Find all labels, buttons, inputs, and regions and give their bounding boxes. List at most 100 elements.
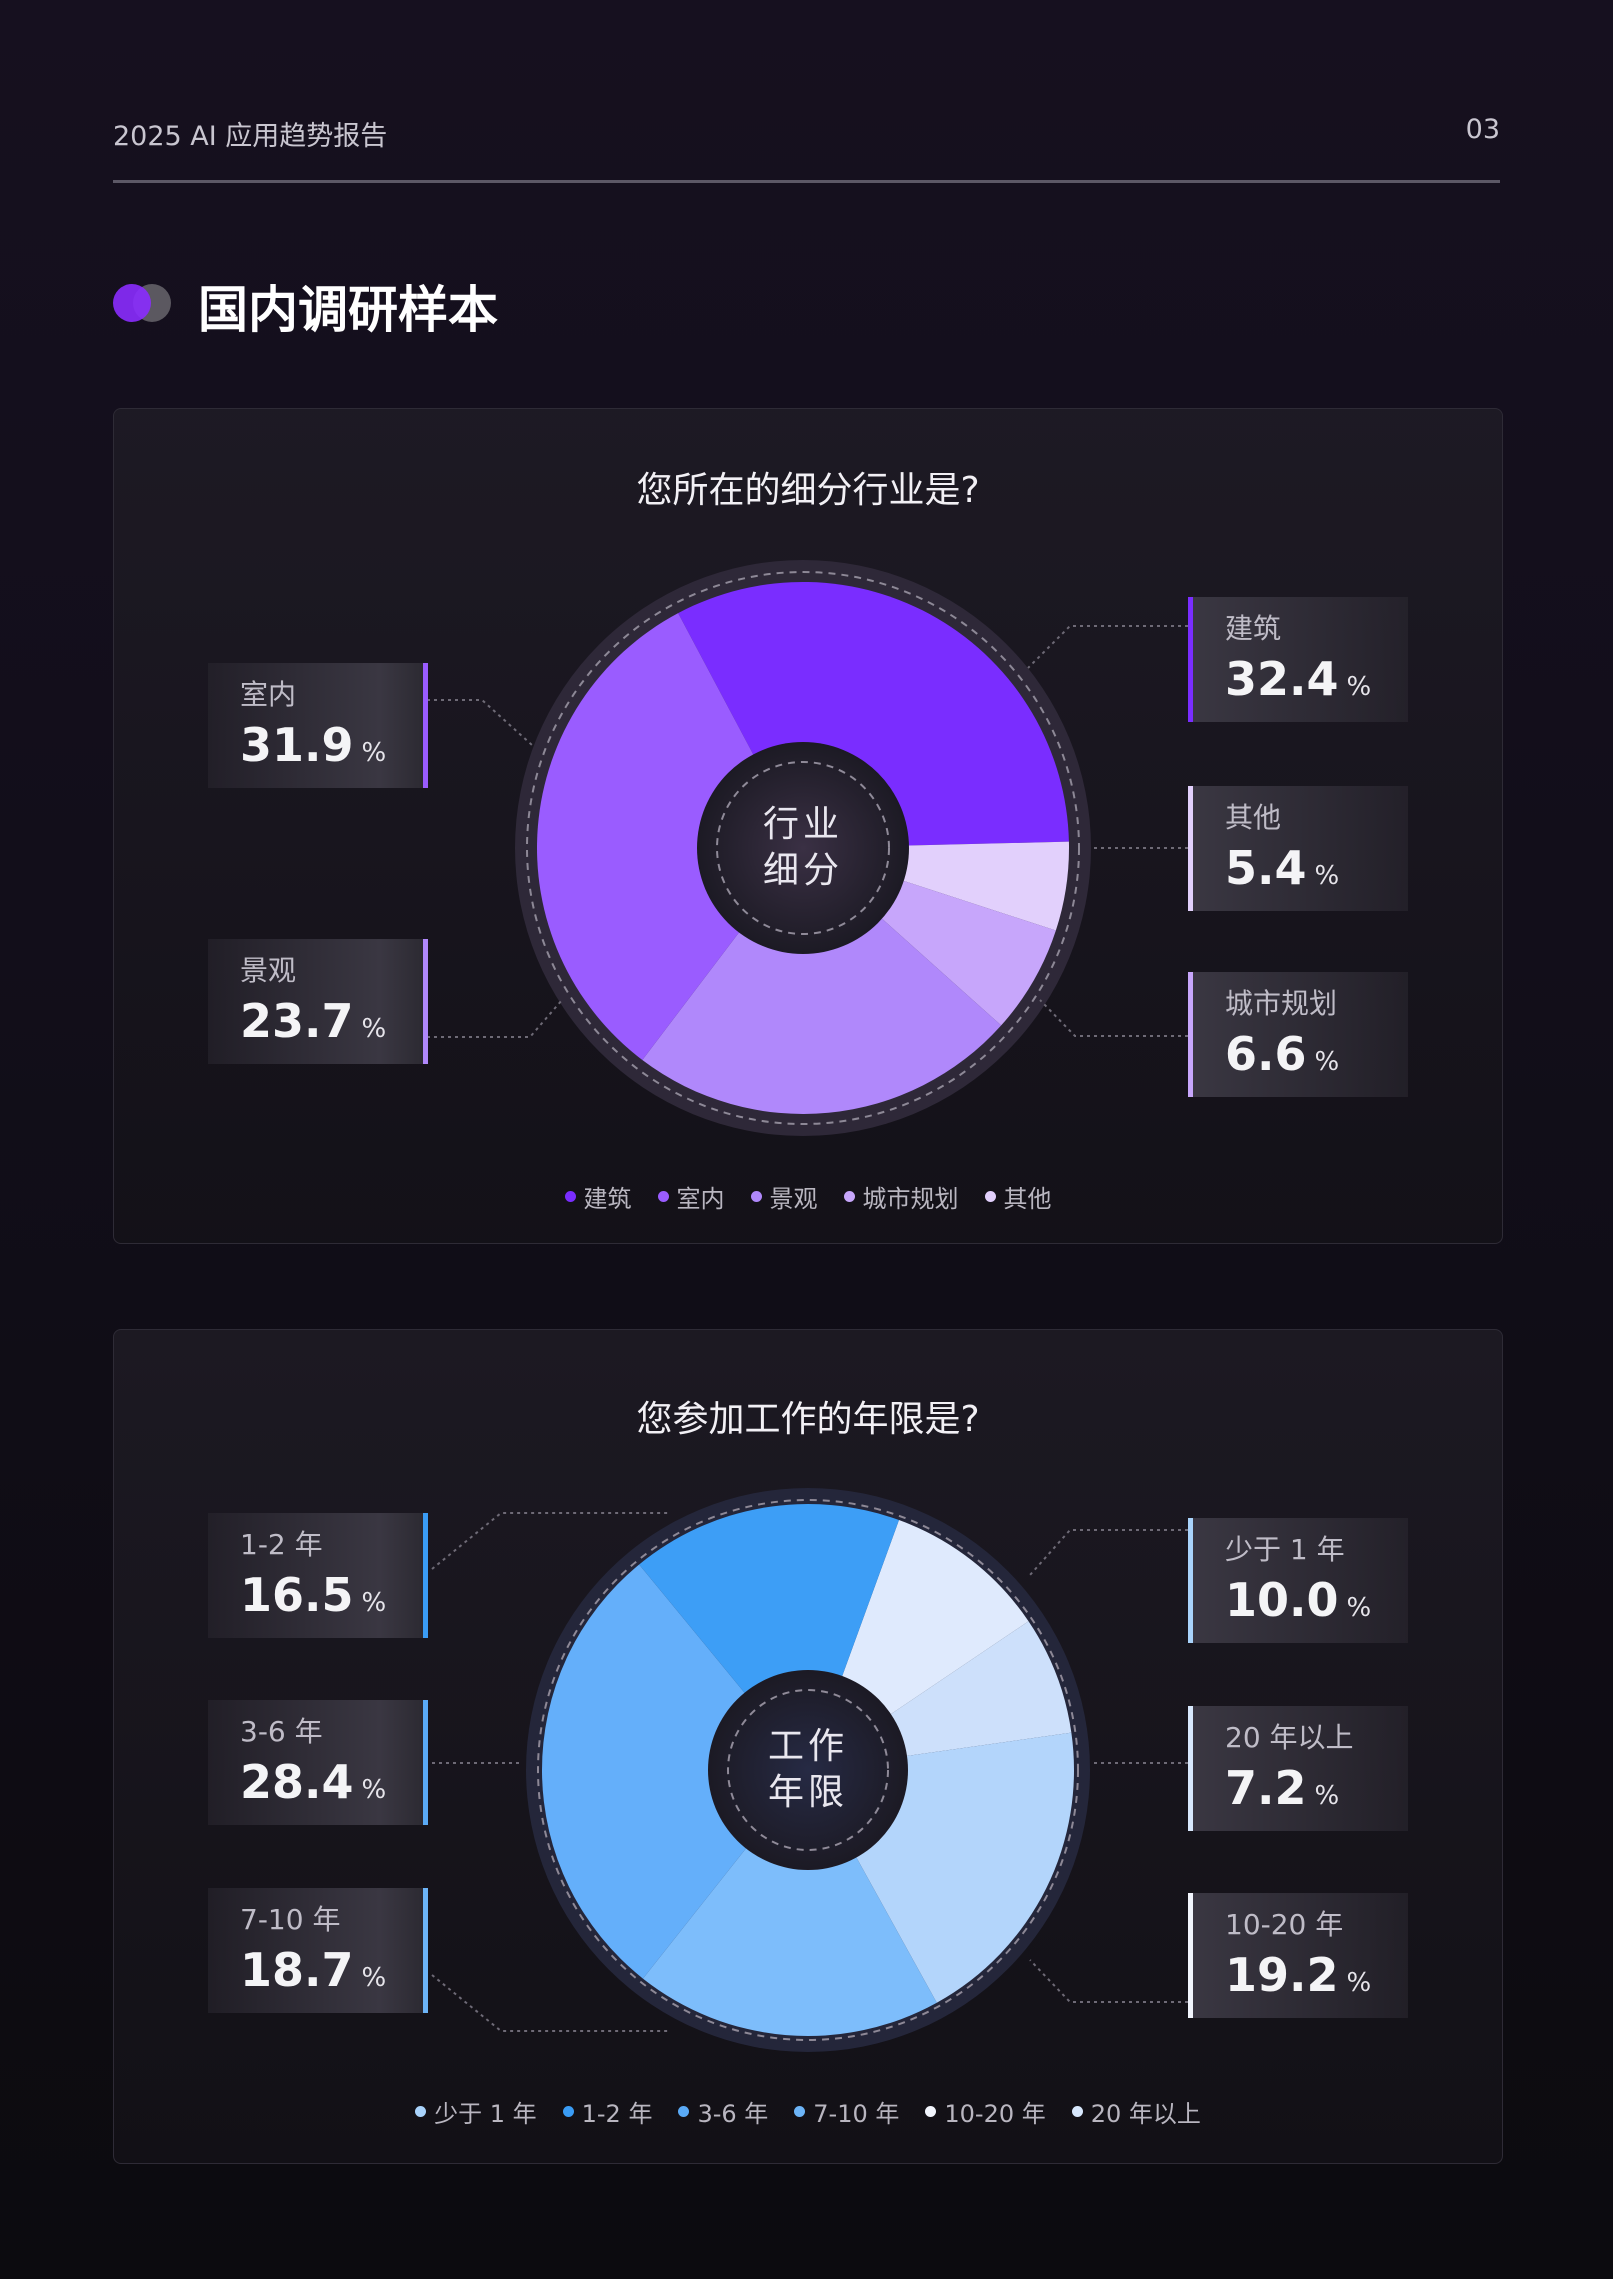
legend-label: 3-6 年 [697,2100,769,2128]
legend-item[interactable]: 其他 [984,1179,1052,1214]
legend-label: 7-10 年 [813,2100,900,2128]
legend-label: 其他 [1003,1185,1052,1213]
data-label-box: 1-2 年 16.5% [208,1513,428,1638]
data-label-unit: % [361,1963,387,1993]
page-number: 03 [1465,114,1500,145]
data-label-box: 其他 5.4% [1188,786,1408,911]
data-label-category: 10-20 年 [1225,1908,1344,1941]
legend-item[interactable]: 建筑 [564,1179,632,1214]
center-label-line: 年限 [767,1772,848,1813]
legend-item[interactable]: 7-10 年 [794,2094,899,2129]
center-dashes [727,1689,889,1851]
pie-slice-1[interactable] [537,613,803,1060]
center-label-line: 行业 [762,804,843,845]
pie-slice-3[interactable] [642,1770,937,2037]
connector-line [1039,999,1188,1037]
data-label-unit: % [1346,672,1372,702]
data-label-unit: % [1346,1968,1372,1998]
data-label-value: 7.2 [1225,1761,1307,1815]
connector-line [431,1512,668,1570]
center-label-line: 细分 [762,850,843,891]
pie-slice-1[interactable] [639,1504,899,1770]
legend-item[interactable]: 1-2 年 [562,2094,653,2129]
pie-center-label: 工作 年限 [708,1724,908,1816]
data-label-value: 23.7 [240,994,354,1048]
data-label-box: 城市规划 6.6% [1188,972,1408,1097]
connector-line [427,699,533,746]
pie-slice-2[interactable] [542,1564,808,1979]
pie-ring-dashes [537,1499,1079,2041]
data-label-unit: % [361,1588,387,1618]
center-dashes [716,761,890,935]
data-label-value: 28.4 [240,1755,354,1809]
data-label-box: 20 年以上 7.2% [1188,1706,1408,1831]
data-label-category: 建筑 [1225,612,1282,645]
legend-dot-icon [562,2106,574,2117]
legend-dot-icon [750,1191,762,1202]
pie-center-label: 行业 细分 [703,802,903,894]
pie-ring-dashes [526,571,1080,1125]
data-label-value: 5.4 [1225,841,1307,895]
legend-dot-icon [415,2106,427,2117]
pie-slice-2[interactable] [642,848,1002,1114]
data-label-box: 少于 1 年 10.0% [1188,1518,1408,1643]
data-label-category: 20 年以上 [1225,1721,1354,1754]
chart-legend: 少于 1 年 1-2 年 3-6 年 7-10 年 10-20 年 20 年以上 [114,2094,1502,2129]
legend-item[interactable]: 3-6 年 [678,2094,768,2129]
chart-title: 您参加工作的年限是? [636,1399,980,1440]
connector-line [1029,1959,1188,2003]
legend-label: 景观 [769,1185,818,1213]
center-label-line: 工作 [767,1726,848,1767]
data-label-value: 10.0 [1225,1573,1339,1627]
legend-dot-icon [843,1191,855,1202]
pie-center-hole [708,1670,908,1870]
report-title: 2025 AI 应用趋势报告 [113,121,388,152]
legend-item[interactable]: 室内 [657,1179,725,1214]
legend-dot-icon [925,2106,937,2117]
chart-title: 您所在的细分行业是? [636,470,980,511]
data-label-unit: % [361,1014,387,1044]
legend-item[interactable]: 城市规划 [843,1179,959,1214]
data-label-category: 城市规划 [1225,987,1338,1020]
data-label-value: 6.6 [1225,1027,1307,1081]
legend-dot-icon [564,1191,576,1202]
data-label-unit: % [1314,1047,1340,1077]
connector-line [1029,1529,1188,1576]
legend-dot-icon [794,2106,806,2117]
chart-legend: 建筑 室内 景观 城市规划 其他 [114,1179,1502,1214]
data-label-unit: % [1346,1593,1372,1623]
data-label-box: 建筑 32.4% [1188,597,1408,722]
connector-line [427,999,563,1038]
pie-center-hole [697,742,909,954]
data-label-value: 19.2 [1225,1948,1339,2002]
legend-label: 建筑 [583,1185,632,1213]
legend-label: 10-20 年 [944,2100,1046,2128]
data-label-unit: % [1314,1781,1340,1811]
data-label-category: 景观 [240,954,297,987]
legend-item[interactable]: 景观 [750,1179,818,1214]
data-label-category: 1-2 年 [240,1528,323,1561]
data-label-box: 10-20 年 19.2% [1188,1893,1408,2018]
data-label-box: 3-6 年 28.4% [208,1700,428,1825]
legend-label: 少于 1 年 [434,2100,537,2128]
data-label-value: 32.4 [1225,652,1339,706]
legend-item[interactable]: 20 年以上 [1071,2094,1201,2129]
data-label-box: 室内 31.9% [208,663,428,788]
data-label-unit: % [361,738,387,768]
section-title: 国内调研样本 [198,281,498,339]
legend-item[interactable]: 少于 1 年 [415,2094,537,2129]
legend-label: 室内 [676,1185,725,1213]
data-label-category: 其他 [1225,801,1282,834]
legend-label: 1-2 年 [581,2100,653,2128]
legend-label: 城市规划 [862,1185,959,1213]
legend-item[interactable]: 10-20 年 [925,2094,1046,2129]
legend-dot-icon [657,1191,669,1202]
data-label-unit: % [361,1775,387,1805]
data-label-box: 7-10 年 18.7% [208,1888,428,2013]
legend-dot-icon [1071,2106,1083,2117]
section-bullet-icon [113,284,171,322]
data-label-value: 18.7 [240,1943,354,1997]
data-label-category: 3-6 年 [240,1715,323,1748]
